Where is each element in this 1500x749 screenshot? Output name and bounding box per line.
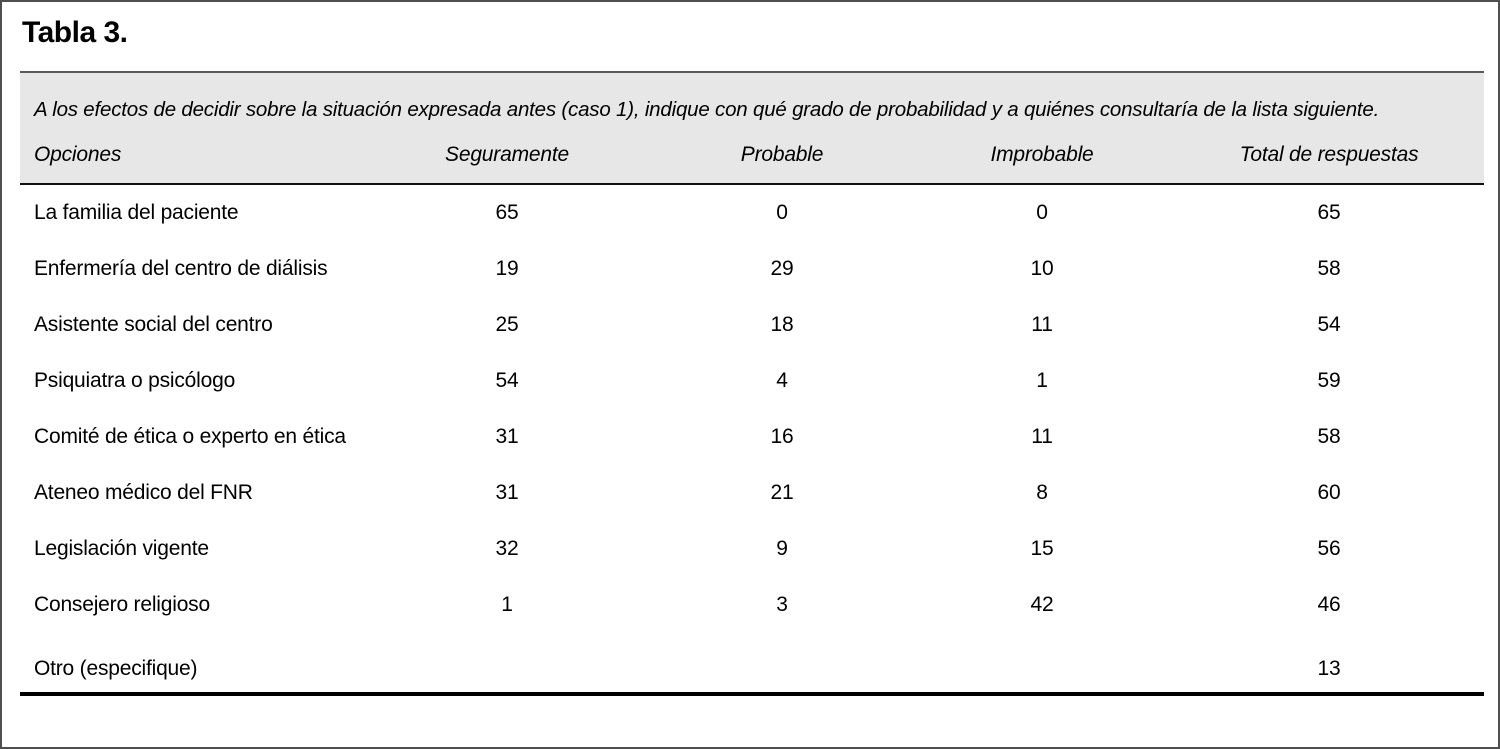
- table-row: Legislación vigente 32 9 15 56: [20, 521, 1484, 577]
- table-cell: 11: [1031, 425, 1053, 448]
- table-body: La familia del paciente 65 0 0 65 Enferm…: [20, 184, 1485, 696]
- table-row: Comité de ética o experto en ética 31 16…: [20, 409, 1484, 465]
- column-header-probable: Probable: [654, 131, 910, 185]
- table-cell: 65: [1317, 201, 1341, 224]
- table-header: A los efectos de decidir sobre la situac…: [20, 71, 1485, 185]
- table-cell: 16: [770, 425, 794, 448]
- table-cell: [910, 633, 1174, 696]
- table-row: Consejero religioso 1 3 42 46: [20, 577, 1484, 633]
- row-label: Ateneo médico del FNR: [34, 481, 253, 504]
- table-cell: 13: [1174, 633, 1485, 696]
- table-row: Asistente social del centro 25 18 11 54: [20, 297, 1484, 353]
- table-cell: 58: [1317, 425, 1341, 448]
- row-label: Psiquiatra o psicólogo: [34, 369, 236, 392]
- column-header-total: Total de respuestas: [1174, 131, 1485, 185]
- table-cell: 31: [495, 425, 519, 448]
- row-label: Asistente social del centro: [34, 313, 273, 336]
- table-cell: 59: [1317, 369, 1341, 392]
- column-header-opciones: Opciones: [20, 131, 360, 185]
- table-cell: 46: [1317, 593, 1341, 616]
- table-cell: 56: [1317, 537, 1341, 560]
- table-cell: 9: [776, 537, 788, 560]
- column-header-row: Opciones Seguramente Probable Improbable…: [20, 131, 1485, 185]
- table-cell: 60: [1317, 481, 1341, 504]
- table-cell: 8: [1036, 481, 1048, 504]
- table-cell: 54: [495, 369, 519, 392]
- column-header-seguramente: Seguramente: [360, 131, 654, 185]
- row-label: La familia del paciente: [34, 201, 239, 224]
- table-caption: A los efectos de decidir sobre la situac…: [20, 71, 1485, 131]
- table-cell: 1: [1036, 369, 1048, 392]
- table-cell: 11: [1031, 313, 1053, 336]
- row-label: Enfermería del centro de diálisis: [34, 257, 328, 280]
- data-table: A los efectos de decidir sobre la situac…: [20, 71, 1485, 696]
- table-cell: 10: [1030, 257, 1054, 280]
- table-cell: 0: [1036, 201, 1048, 224]
- table-cell: 42: [1030, 593, 1054, 616]
- table-cell: 1: [501, 593, 513, 616]
- table-cell: 54: [1317, 313, 1341, 336]
- row-label: Consejero religioso: [34, 593, 210, 616]
- table-cell: 29: [770, 257, 794, 280]
- table-cell: 4: [776, 369, 788, 392]
- table-cell: [654, 633, 910, 696]
- table-cell: 18: [770, 313, 794, 336]
- table-cell: 0: [776, 201, 788, 224]
- table-row: Ateneo médico del FNR 31 21 8 60: [20, 465, 1484, 521]
- table-cell: 25: [495, 313, 519, 336]
- table-cell: 31: [495, 481, 519, 504]
- row-label: Comité de ética o experto en ética: [34, 425, 346, 448]
- row-label: Legislación vigente: [34, 537, 209, 560]
- table-cell: 21: [770, 481, 794, 504]
- table-row: Psiquiatra o psicólogo 54 4 1 59: [20, 353, 1484, 409]
- row-label: Otro (especifique): [20, 633, 360, 696]
- table-cell: 58: [1317, 257, 1341, 280]
- table-row: Enfermería del centro de diálisis 19 29 …: [20, 241, 1484, 297]
- table-row: Otro (especifique) 13: [20, 633, 1485, 696]
- table-cell: 65: [495, 201, 519, 224]
- table-cell: 19: [495, 257, 519, 280]
- table-cell: [360, 633, 654, 696]
- table-cell: 3: [776, 593, 788, 616]
- caption-row: A los efectos de decidir sobre la situac…: [20, 71, 1485, 131]
- table-row: La familia del paciente 65 0 0 65: [20, 184, 1484, 241]
- table-title: Tabla 3.: [22, 16, 128, 49]
- table-cell: 32: [495, 537, 519, 560]
- table-cell: 15: [1030, 537, 1054, 560]
- column-header-improbable: Improbable: [910, 131, 1174, 185]
